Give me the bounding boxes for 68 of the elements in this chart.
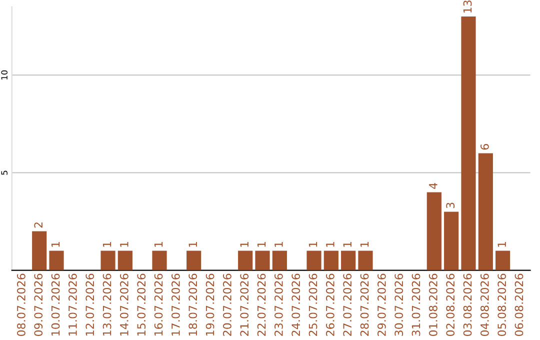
data-label: 1 [51,242,60,247]
x-tick-label: 06.08.2026 [514,274,524,336]
x-tick-label: 26.07.2026 [326,274,334,336]
x-tick-label: 16.07.2026 [154,274,163,336]
bar [152,250,167,270]
x-tick-label: 18.07.2026 [188,274,198,336]
x-tick-label: 05.08.2026 [498,274,506,336]
x-tick-label: 09.07.2026 [34,274,43,336]
data-label: 1 [360,242,369,247]
data-label: 1 [240,242,248,247]
y-tick-label: 10 [1,70,8,80]
bar [238,250,253,270]
data-label: 2 [34,222,42,228]
x-tick-label: 25.07.2026 [308,274,318,336]
x-tick-label: 28.07.2026 [360,274,369,336]
bar [358,250,373,270]
x-tick-label: 01.08.2026 [428,274,438,336]
x-tick-label: 24.07.2026 [292,274,300,336]
bar [444,212,459,270]
x-tick-label: 17.07.2026 [171,274,180,336]
data-label: 1 [308,242,318,247]
x-tick-label: 21.07.2026 [240,274,249,336]
data-label: 1 [326,242,334,247]
data-label: 1 [188,242,197,247]
bar [461,16,476,270]
bar [272,250,287,270]
x-tick-label: 30.07.2026 [394,274,404,336]
bar [496,250,510,270]
x-tick-label: 10.07.2026 [51,274,60,336]
bar [186,250,202,270]
data-label: 6 [480,144,489,150]
x-tick-label: 20.07.2026 [222,274,232,336]
data-label: 13 [463,0,472,13]
x-tick-label: 12.07.2026 [86,274,94,336]
data-label: 4 [429,183,438,189]
data-label: 1 [274,242,283,247]
data-label: 1 [102,242,112,247]
x-tick-label: 02.08.2026 [446,274,455,336]
bar [341,250,356,270]
x-tick-label: 27.07.2026 [343,274,352,336]
data-label: 1 [257,242,266,247]
x-tick-label: 23.07.2026 [274,274,283,336]
data-label: 3 [446,202,455,208]
data-label: 1 [498,242,506,247]
data-label: 1 [154,242,163,247]
bar [255,250,270,270]
x-tick-label: 11.07.2026 [68,274,77,336]
x-tick-label: 22.07.2026 [257,274,266,336]
bar [118,250,132,270]
x-tick-label: 03.08.2026 [463,274,472,336]
y-tick-label: 5 [1,170,8,175]
x-tick-label: 29.07.2026 [377,274,386,336]
bar [32,231,47,270]
x-tick-label: 19.07.2026 [206,274,214,336]
bar [100,250,116,270]
bar [306,250,322,270]
bar [426,192,442,270]
bar [478,153,493,270]
data-label: 1 [343,242,352,247]
x-tick-label: 15.07.2026 [137,274,146,336]
x-tick-label: 13.07.2026 [102,274,112,336]
data-label: 1 [120,242,128,247]
x-tick-label: 14.07.2026 [120,274,128,336]
x-tick-label: 08.07.2026 [17,274,26,336]
x-tick-label: 31.07.2026 [412,274,420,336]
bar [324,250,338,270]
x-tick-label: 04.08.2026 [480,274,489,336]
bar [49,250,64,270]
